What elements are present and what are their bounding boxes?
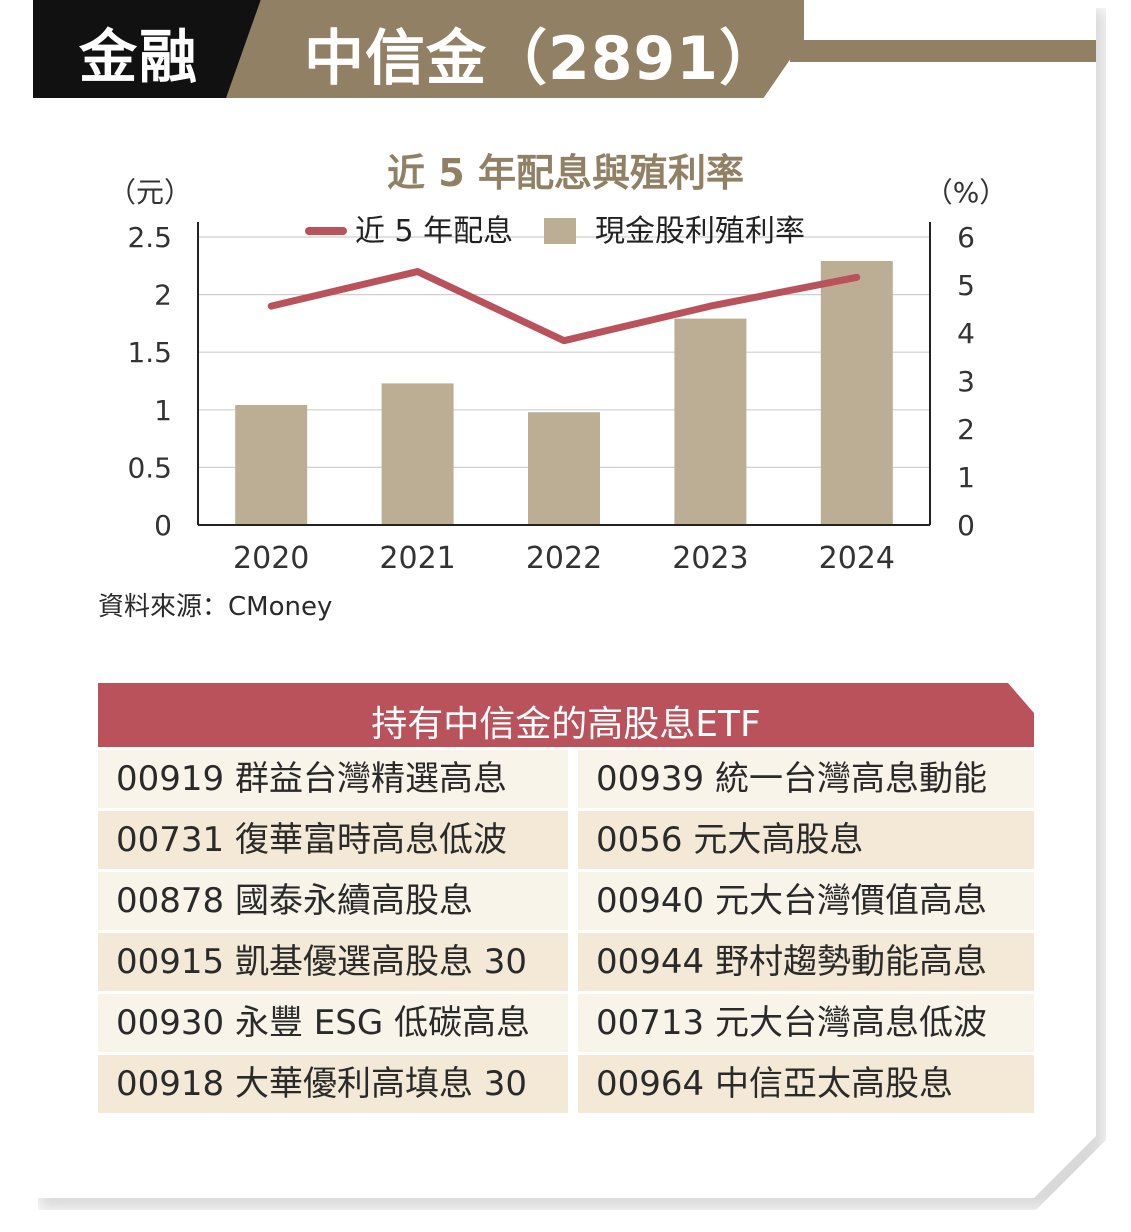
legend-bar-label: 現金股利殖利率	[595, 214, 805, 249]
legend-line-label: 近 5 年配息	[355, 214, 513, 249]
right-tick-label: 3	[957, 365, 975, 398]
company-label: 中信金（2891）	[304, 24, 780, 94]
legend-bar-swatch	[544, 218, 576, 244]
dividend-point-2023	[709, 305, 712, 308]
right-tick-label: 0	[957, 509, 975, 542]
bar-2020	[235, 405, 308, 525]
left-tick-label: 2	[154, 279, 172, 312]
etf-cell-left-6: 00918 大華優利高填息 30	[98, 1055, 568, 1113]
etf-cell-right-5: 00713 元大台灣高息低波	[578, 994, 1034, 1052]
right-axis-unit: （%）	[925, 176, 1008, 209]
dividend-point-2020	[270, 305, 273, 308]
etf-table-title: 持有中信金的高股息ETF	[371, 704, 761, 745]
bar-2021	[381, 383, 454, 525]
etf-cell-left-3: 00878 國泰永續高股息	[98, 872, 568, 930]
dividend-yield-chart: 0 0.5 1 1.5 2 2.5 0 1 2 3 4 5 6 （元） （%） 2020 2021 2022 202…	[108, 176, 1008, 576]
header-rule	[790, 40, 1096, 62]
right-tick-label: 1	[957, 461, 975, 494]
etf-cell-left-5: 00930 永豐 ESG 低碳高息	[98, 994, 568, 1052]
etf-cell-right-1: 00939 統一台灣高息動能	[578, 750, 1034, 808]
x-tick-label: 2022	[526, 541, 602, 576]
etf-cell-right-2: 0056 元大高股息	[578, 811, 1034, 869]
dividend-line	[267, 268, 861, 345]
dividend-point-2021	[416, 270, 419, 273]
right-tick-label: 2	[957, 413, 975, 446]
category-label: 金融	[79, 23, 200, 91]
dividend-point-2022	[563, 339, 565, 342]
etf-table-header: 持有中信金的高股息ETF	[98, 683, 1034, 747]
left-tick-label: 1.5	[127, 336, 172, 369]
left-tick-label: 0	[154, 509, 172, 542]
x-tick-label: 2021	[379, 541, 455, 576]
etf-cell-right-6: 00964 中信亞太高股息	[578, 1055, 1034, 1113]
legend-line-swatch	[305, 227, 347, 235]
right-tick-label: 4	[957, 317, 975, 350]
chart-title: 近 5 年配息與殖利率	[387, 151, 744, 195]
left-tick-label: 1	[154, 394, 172, 427]
etf-cell-right-4: 00944 野村趨勢動能高息	[578, 933, 1034, 991]
etf-cell-right-3: 00940 元大台灣價值高息	[578, 872, 1034, 930]
left-tick-label: 2.5	[127, 221, 172, 254]
source-note: 資料來源：CMoney	[98, 592, 333, 622]
etf-cell-left-1: 00919 群益台灣精選高息	[98, 750, 568, 808]
right-tick-label: 6	[957, 221, 975, 254]
bar-2024	[820, 261, 893, 525]
etf-cell-left-2: 00731 復華富時高息低波	[98, 811, 568, 869]
category-badge: 金融	[33, 0, 265, 98]
right-tick-label: 5	[957, 269, 975, 302]
bar-2022	[528, 412, 600, 525]
left-tick-label: 0.5	[127, 451, 172, 484]
x-tick-label: 2024	[819, 541, 895, 576]
left-axis-unit: （元）	[108, 176, 192, 209]
x-tick-label: 2023	[672, 541, 748, 576]
dividend-point-2024	[855, 276, 858, 279]
x-tick-label: 2020	[233, 541, 309, 576]
bar-2023	[674, 318, 747, 525]
company-banner: 中信金（2891）	[226, 0, 804, 98]
etf-cell-left-4: 00915 凱基優選高股息 30	[98, 933, 568, 991]
